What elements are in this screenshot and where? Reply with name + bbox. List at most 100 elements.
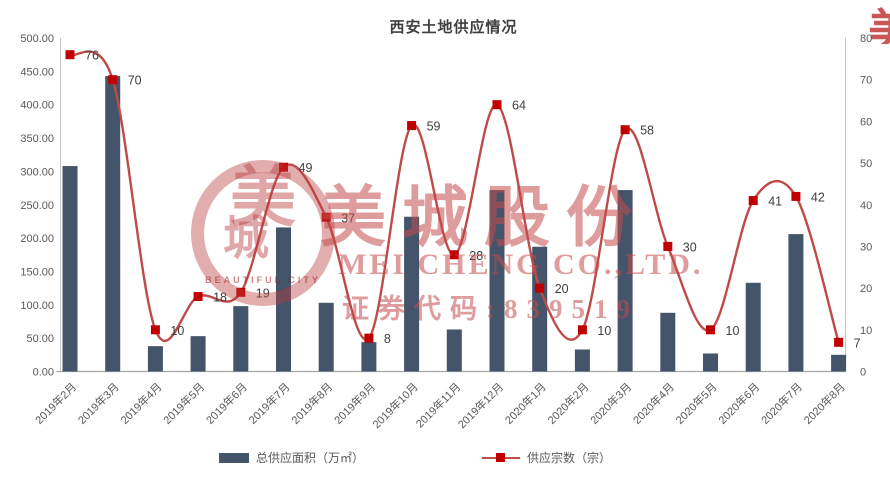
data-label: 70 (128, 74, 142, 88)
right-axis-tick-label: 80 (860, 33, 872, 45)
legend-item-line-series: 供应宗数（宗） (482, 449, 611, 466)
bar (446, 329, 462, 372)
line-marker (364, 333, 374, 343)
data-label: 41 (768, 195, 782, 209)
right-axis-tick-label: 40 (860, 200, 872, 212)
line-marker (663, 241, 673, 251)
line-marker (407, 121, 417, 131)
line-marker (193, 291, 203, 301)
bar (105, 76, 121, 372)
x-axis-label: 2020年7月 (758, 380, 805, 427)
line-marker (108, 75, 118, 85)
data-label: 10 (170, 324, 184, 338)
data-label: 8 (384, 332, 391, 346)
x-axis-label: 2020年2月 (544, 380, 591, 427)
data-label: 28 (469, 249, 483, 263)
line-marker (65, 50, 75, 60)
x-axis-label: 2019年12月 (455, 380, 506, 431)
left-axis-tick-label: 100.00 (20, 300, 54, 312)
right-axis-tick-label: 60 (860, 116, 872, 128)
x-axis-label: 2019年4月 (117, 380, 164, 427)
line-marker (449, 250, 459, 260)
x-axis-label: 2020年3月 (587, 380, 634, 427)
x-axis-label: 2020年8月 (801, 380, 848, 427)
left-axis-tick-label: 250.00 (20, 200, 54, 212)
line-marker (620, 125, 630, 135)
data-label: 59 (427, 120, 441, 134)
left-axis-tick-label: 500.00 (20, 33, 54, 45)
left-axis-tick-label: 450.00 (20, 66, 54, 78)
x-axis-label: 2020年1月 (502, 380, 549, 427)
x-axis-label: 2019年9月 (331, 380, 378, 427)
right-axis-tick-label: 10 (860, 325, 872, 337)
line-marker (535, 283, 545, 293)
left-axis-tick-label: 300.00 (20, 166, 54, 178)
x-axis-label: 2019年2月 (32, 380, 79, 427)
line-marker (706, 325, 715, 335)
bar (276, 227, 291, 372)
legend-line-label: 供应宗数（宗） (527, 451, 612, 465)
bar (831, 354, 847, 372)
line-marker (748, 196, 758, 206)
right-axis-tick-label: 50 (860, 158, 872, 170)
bar (703, 353, 718, 372)
right-axis-tick-label: 30 (860, 241, 872, 253)
data-label: 7 (854, 336, 861, 350)
x-axis-label: 2019年3月 (75, 380, 122, 427)
left-axis-tick-label: 150.00 (20, 266, 54, 278)
left-axis-tick-label: 0.00 (33, 367, 54, 379)
left-axis-tick-label: 350.00 (20, 133, 54, 145)
left-axis-tick-label: 50.00 (26, 333, 54, 345)
line-marker (577, 325, 587, 335)
bar (404, 216, 420, 372)
x-axis-label: 2019年6月 (203, 380, 250, 427)
bar (617, 190, 633, 372)
bar-series-swatch-icon (218, 452, 249, 463)
bar (574, 349, 590, 372)
line-marker (150, 325, 160, 335)
right-axis-tick-label: 0 (860, 367, 866, 379)
left-axis-tick-label: 400.00 (20, 100, 54, 112)
chart-title: 西安土地供应情况 (389, 19, 518, 36)
data-label: 19 (256, 286, 270, 300)
x-axis-label: 2019年10月 (369, 380, 420, 431)
x-axis-label: 2019年7月 (246, 380, 293, 427)
x-axis-label: 2020年4月 (630, 380, 677, 427)
data-label: 76 (85, 49, 99, 63)
data-label: 49 (299, 161, 313, 175)
x-axis-label: 2019年5月 (160, 380, 207, 427)
legend-item-bar-series: 总供应面积（万㎡） (218, 449, 364, 466)
line-series (69, 50, 840, 343)
bar (62, 166, 78, 372)
line-marker (834, 337, 844, 347)
data-label: 20 (555, 282, 569, 296)
chart-legend: 总供应面积（万㎡） 供应宗数（宗） (0, 449, 830, 466)
data-label: 64 (512, 99, 526, 113)
data-label: 30 (683, 240, 697, 254)
x-axis-label: 2019年8月 (288, 380, 335, 427)
data-label: 42 (811, 190, 825, 204)
bar (147, 346, 163, 372)
data-label: 58 (640, 124, 654, 138)
line-series-swatch-icon (482, 453, 520, 463)
bar (318, 302, 334, 372)
left-axis-tick-label: 200.00 (20, 233, 54, 245)
data-label: 10 (597, 324, 611, 338)
data-label: 37 (341, 211, 355, 225)
bar (745, 282, 761, 372)
data-label: 10 (726, 324, 740, 338)
line-marker (236, 287, 246, 297)
x-axis-label: 2020年5月 (673, 380, 720, 427)
bar (361, 342, 377, 372)
bar (788, 234, 804, 372)
bar (190, 336, 206, 372)
line-marker (492, 100, 502, 110)
line-marker (279, 162, 288, 172)
data-label: 18 (213, 290, 227, 304)
line-marker (321, 212, 331, 222)
right-axis-tick-label: 20 (860, 283, 872, 295)
bar (489, 190, 505, 372)
legend-bar-label: 总供应面积（万㎡） (255, 451, 364, 465)
